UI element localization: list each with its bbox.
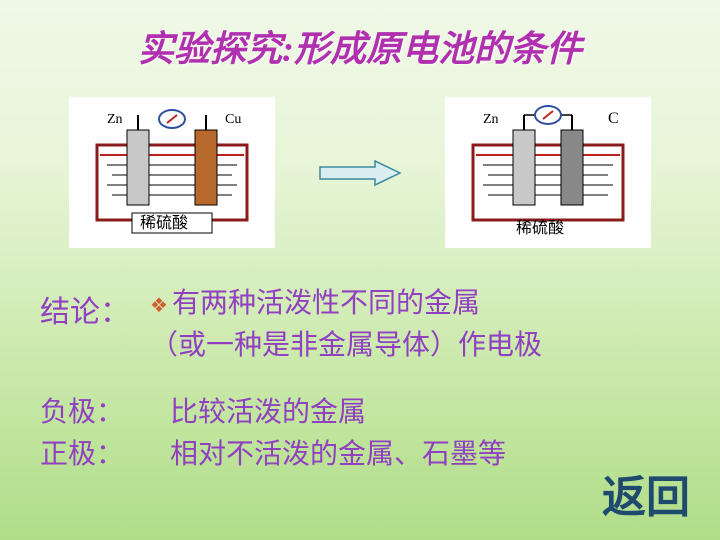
solution-label: 稀硫酸 bbox=[516, 219, 564, 235]
diagram-row: Zn Cu 稀硫酸 Zn bbox=[0, 97, 720, 248]
electrode-label-c: C bbox=[608, 110, 619, 127]
conclusion-body: ❖有两种活泼性不同的金属 （或一种是非金属导体）作电极 bbox=[150, 283, 542, 367]
electrode-label-zn: Zn bbox=[107, 112, 123, 127]
return-button[interactable]: 返回 bbox=[602, 461, 690, 525]
arrow-right-icon bbox=[315, 158, 405, 188]
solution-label: 稀硫酸 bbox=[140, 214, 188, 232]
positive-label: 正极： bbox=[40, 434, 170, 476]
electrode-label-cu: Cu bbox=[225, 112, 241, 127]
conclusion-label: 结论： bbox=[40, 283, 130, 331]
electrode-label-zn: Zn bbox=[483, 112, 499, 127]
cell-diagram-right: Zn C 稀硫酸 bbox=[445, 97, 651, 248]
galvanic-cell-zncu-icon: Zn Cu 稀硫酸 bbox=[77, 105, 267, 235]
negative-label: 负极： bbox=[40, 392, 170, 434]
diamond-bullet-icon: ❖ bbox=[150, 295, 168, 317]
conclusion-line1: 有两种活泼性不同的金属 bbox=[172, 288, 480, 319]
conclusion-line2: （或一种是非金属导体）作电极 bbox=[150, 325, 542, 367]
conclusion-block: 结论： ❖有两种活泼性不同的金属 （或一种是非金属导体）作电极 bbox=[0, 283, 720, 367]
cell-diagram-left: Zn Cu 稀硫酸 bbox=[69, 97, 275, 248]
page-title: 实验探究:形成原电池的条件 bbox=[0, 0, 720, 72]
negative-desc: 比较活泼的金属 bbox=[170, 392, 366, 434]
positive-desc: 相对不活泼的金属、石墨等 bbox=[170, 434, 506, 476]
galvanic-cell-znc-icon: Zn C 稀硫酸 bbox=[453, 105, 643, 235]
